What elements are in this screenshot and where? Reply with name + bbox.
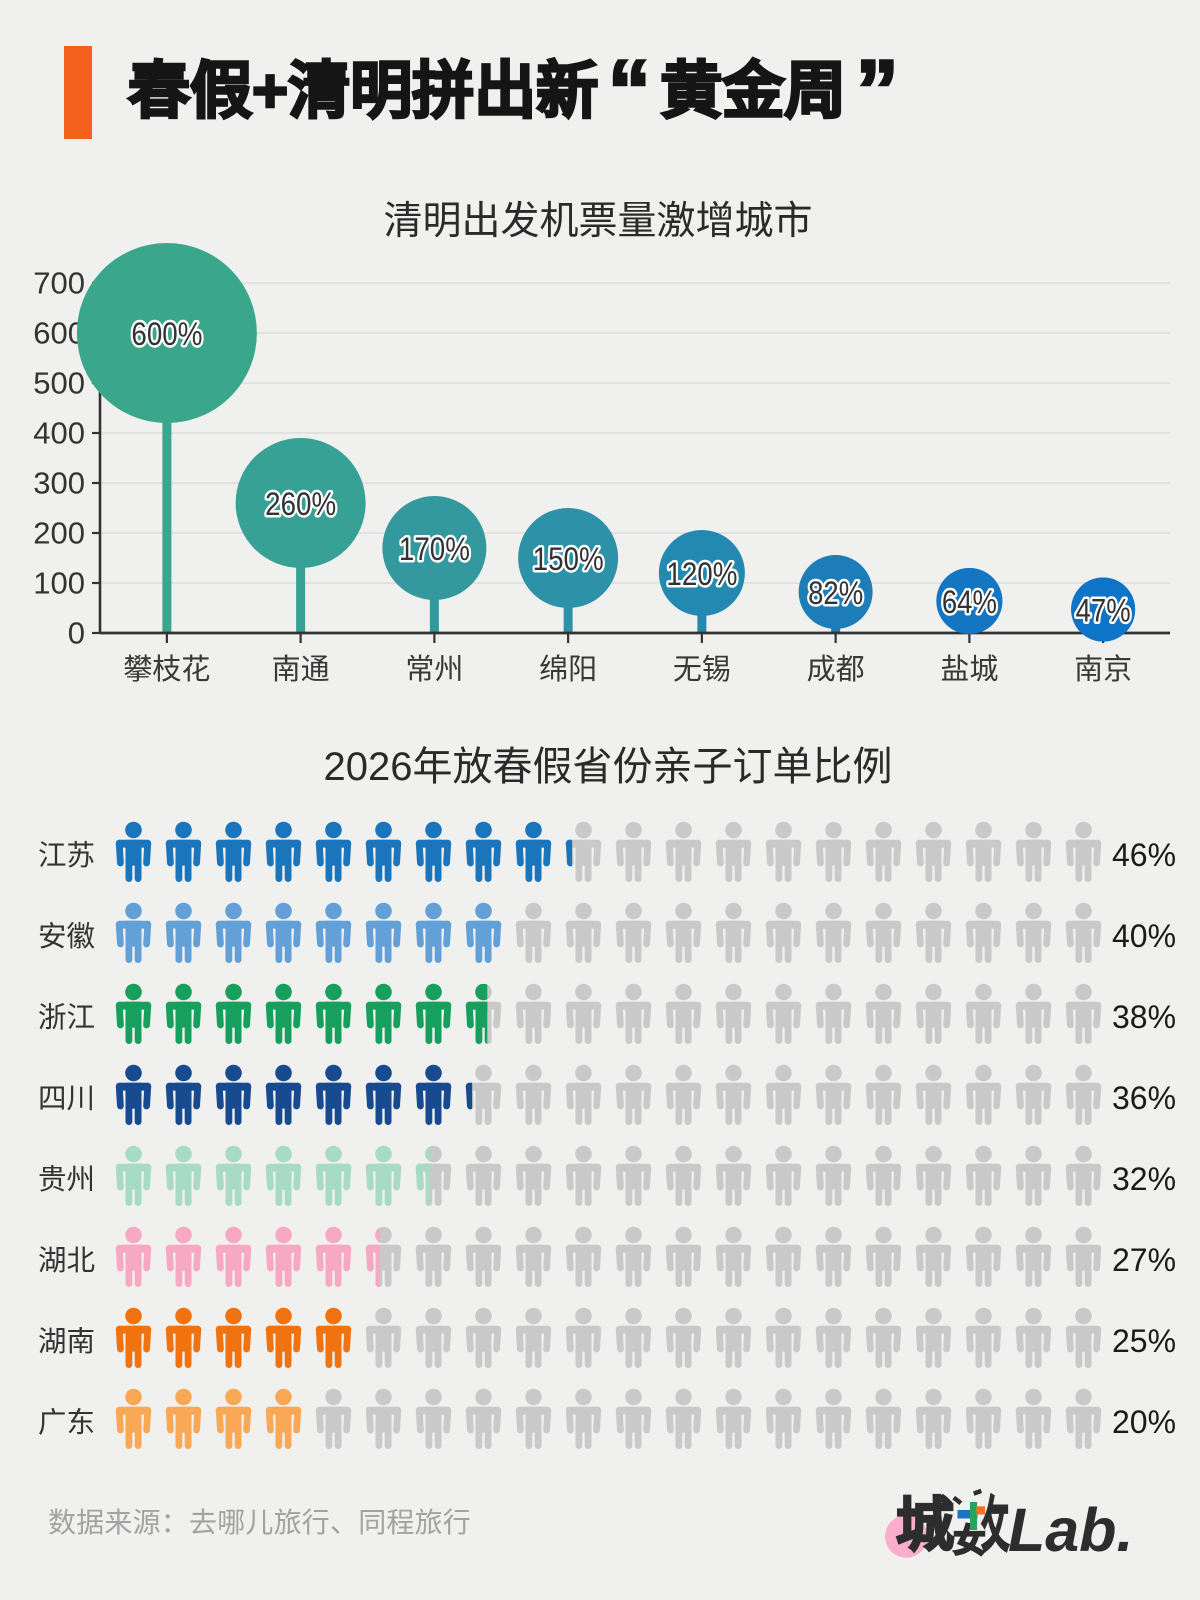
svg-text:贵州: 贵州 xyxy=(38,1164,95,1196)
svg-text:27%: 27% xyxy=(1112,1242,1176,1278)
svg-text:南通: 南通 xyxy=(272,653,330,686)
svg-text:0: 0 xyxy=(68,616,85,651)
svg-text:四川: 四川 xyxy=(38,1083,95,1115)
svg-text:150%: 150% xyxy=(533,541,604,577)
svg-text:260%: 260% xyxy=(265,486,336,522)
svg-text:300: 300 xyxy=(33,466,85,501)
svg-text:500: 500 xyxy=(33,366,85,401)
svg-text:广东: 广东 xyxy=(38,1407,95,1439)
svg-text:湖南: 湖南 xyxy=(38,1326,95,1358)
svg-text:湖北: 湖北 xyxy=(38,1245,95,1277)
svg-text:20%: 20% xyxy=(1112,1404,1176,1440)
svg-text:攵: 攵 xyxy=(981,1492,1009,1558)
svg-text:120%: 120% xyxy=(666,556,737,592)
svg-text:成都: 成都 xyxy=(807,653,865,686)
svg-text:82%: 82% xyxy=(808,575,863,611)
svg-text:绵阳: 绵阳 xyxy=(539,653,597,686)
svg-text:47%: 47% xyxy=(1076,593,1131,629)
svg-text:40%: 40% xyxy=(1112,918,1176,954)
svg-text:盐城: 盐城 xyxy=(940,653,998,686)
svg-text:100: 100 xyxy=(33,566,85,601)
svg-text:700: 700 xyxy=(33,266,85,301)
svg-text:170%: 170% xyxy=(399,531,470,567)
svg-text:32%: 32% xyxy=(1112,1161,1176,1197)
svg-text:攀枝花: 攀枝花 xyxy=(123,653,210,686)
svg-text:常州: 常州 xyxy=(405,653,463,686)
svg-text:600%: 600% xyxy=(131,316,202,352)
svg-text:200: 200 xyxy=(33,516,85,551)
svg-text:25%: 25% xyxy=(1112,1323,1176,1359)
svg-text:南京: 南京 xyxy=(1074,653,1132,686)
svg-text:64%: 64% xyxy=(942,584,997,620)
svg-text:400: 400 xyxy=(33,416,85,451)
svg-text:江苏: 江苏 xyxy=(38,840,95,872)
svg-text:城: 城 xyxy=(896,1493,954,1558)
svg-text:46%: 46% xyxy=(1112,837,1176,873)
svg-text:女: 女 xyxy=(954,1523,986,1559)
svg-text:38%: 38% xyxy=(1112,999,1176,1035)
svg-text:Lab.: Lab. xyxy=(1008,1496,1133,1564)
svg-text:36%: 36% xyxy=(1112,1080,1176,1116)
svg-text:安徽: 安徽 xyxy=(38,921,95,953)
svg-text:浙江: 浙江 xyxy=(38,1002,95,1034)
svg-text:600: 600 xyxy=(33,316,85,351)
svg-text:无锡: 无锡 xyxy=(673,653,731,686)
